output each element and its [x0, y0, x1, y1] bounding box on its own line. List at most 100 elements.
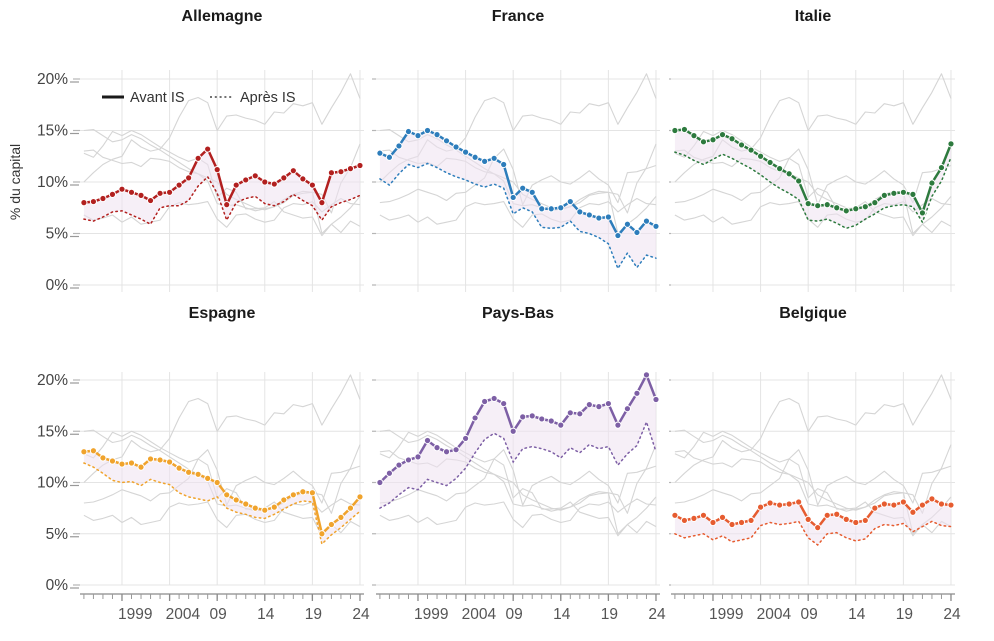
data-point [690, 514, 698, 522]
data-point [423, 126, 432, 135]
y-tick-label: 0% [46, 577, 69, 594]
data-point [671, 126, 679, 135]
data-point [937, 163, 946, 172]
y-axis-labels: 0% 5% 10% 15% 20% [37, 71, 79, 292]
x-tick-label: 24 [648, 606, 666, 623]
data-point [156, 456, 164, 464]
data-point [442, 448, 451, 456]
data-point [204, 145, 212, 153]
gridlines [669, 372, 955, 586]
y-tick-label: 20% [37, 71, 68, 88]
data-point [452, 446, 460, 454]
data-point [261, 178, 269, 186]
data-point [146, 455, 155, 463]
x-tick-label: 1999 [118, 606, 152, 623]
gray-line-pays-bas [83, 73, 361, 183]
data-point [585, 401, 593, 409]
avant-is-markers [671, 495, 955, 532]
apres-is-line [379, 162, 657, 271]
data-point [270, 180, 278, 188]
data-point [423, 436, 432, 445]
data-point [795, 177, 803, 185]
avant-apres-band [674, 129, 951, 229]
data-point [223, 201, 231, 209]
gray-line-allemagne [674, 449, 952, 506]
data-point [404, 456, 413, 464]
data-point [709, 518, 717, 527]
data-point [118, 185, 126, 193]
apres-is-line [83, 462, 361, 546]
data-point [356, 161, 364, 170]
data-point [356, 493, 364, 501]
data-point [165, 188, 174, 196]
data-point [690, 132, 698, 140]
data-point [890, 501, 898, 509]
y-tick-label: 15% [37, 423, 68, 440]
x-tick-label: 1999 [414, 606, 448, 623]
data-point [937, 500, 946, 508]
data-point [442, 137, 451, 145]
data-point [623, 405, 632, 413]
apres-is-line [674, 520, 952, 547]
avant-is-markers [671, 125, 955, 217]
data-point [327, 169, 336, 177]
data-point [242, 500, 250, 508]
data-point [709, 136, 717, 144]
data-point [909, 190, 917, 198]
data-point [175, 181, 183, 189]
legend-avant-label: Avant IS [130, 90, 185, 106]
data-point [146, 196, 155, 205]
data-point [270, 503, 278, 511]
data-point [728, 135, 736, 143]
data-point [623, 220, 632, 228]
data-point [604, 399, 612, 408]
data-point [519, 184, 527, 192]
data-point [718, 513, 727, 521]
data-point [756, 503, 765, 511]
data-point [289, 167, 297, 175]
data-point [795, 498, 803, 506]
data-point [108, 190, 117, 198]
data-point [156, 189, 164, 197]
data-point [337, 168, 345, 176]
gray-line-italie [379, 429, 657, 514]
gray-line-pays-bas [83, 374, 361, 483]
data-point [776, 165, 784, 173]
data-point [213, 166, 221, 174]
data-point [80, 199, 88, 207]
data-point [699, 138, 708, 146]
data-point [376, 478, 384, 487]
data-point [395, 461, 403, 469]
data-point [766, 158, 774, 167]
data-point [614, 231, 622, 240]
legend: Avant IS Après IS [102, 90, 296, 106]
y-tick-label: 10% [37, 174, 68, 191]
data-point [337, 513, 345, 521]
data-point [519, 413, 527, 421]
panel-allemagne: Allemagne 0% 5% 10% 15% 20% % du capital Avant… [0, 4, 372, 292]
data-point [842, 207, 850, 215]
data-point [461, 148, 470, 156]
gray-line-france [379, 430, 657, 537]
data-point [481, 397, 489, 406]
panel-italie: Italie [669, 4, 966, 292]
data-point [127, 459, 136, 467]
gray-line-pays-bas [674, 73, 952, 183]
panel-title-italie: Italie [794, 8, 832, 25]
data-point [785, 500, 793, 508]
panel-pays-bas: Pays-Bas 1999 2004 09 14 19 24 [372, 292, 669, 631]
data-point [671, 511, 679, 519]
data-point [89, 447, 98, 455]
y-tick-label: 0% [46, 277, 69, 292]
data-point [728, 520, 736, 529]
data-point [833, 204, 841, 212]
data-point [842, 515, 850, 523]
data-point [747, 516, 755, 525]
panel-plot-belgique: 1999 2004 09 14 19 24 [669, 372, 961, 623]
data-point [928, 179, 936, 187]
data-point [452, 143, 460, 151]
data-point [871, 199, 879, 207]
avant-apres-band [674, 498, 951, 545]
data-point [414, 132, 422, 140]
x-tick-label: 2004 [166, 606, 201, 623]
